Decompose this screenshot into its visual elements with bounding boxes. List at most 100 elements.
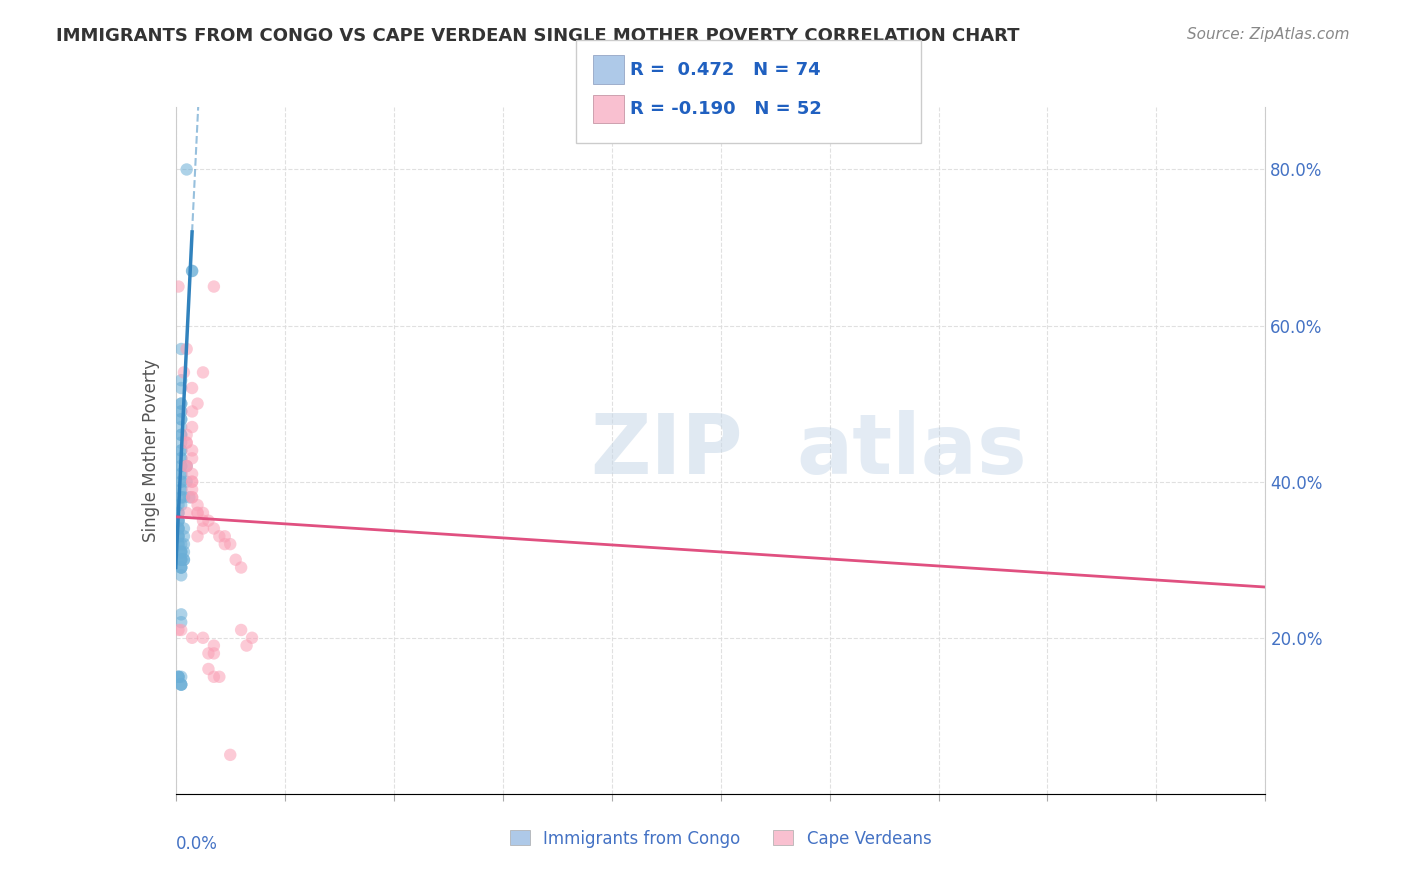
Point [170,458,193,473]
Point [181,483,204,497]
Point [186,506,209,520]
Point [170,427,193,442]
Point [170,342,193,356]
Point [176,458,198,473]
Point [176,506,198,520]
Point [173,552,195,567]
Point [170,373,193,387]
Point [170,615,193,630]
Point [170,678,193,692]
Point [176,458,198,473]
Point [225,552,247,567]
Point [170,412,193,426]
Legend: Immigrants from Congo, Cape Verdeans: Immigrants from Congo, Cape Verdeans [503,823,938,855]
Point [170,670,193,684]
Point [197,646,219,660]
Point [208,670,231,684]
Point [181,467,204,481]
Point [173,366,195,380]
Text: IMMIGRANTS FROM CONGO VS CAPE VERDEAN SINGLE MOTHER POVERTY CORRELATION CHART: IMMIGRANTS FROM CONGO VS CAPE VERDEAN SI… [56,27,1019,45]
Point [181,404,204,418]
Point [170,552,193,567]
Point [173,529,195,543]
Point [170,607,193,622]
Point [170,443,193,458]
Point [191,521,214,535]
Point [231,560,253,574]
Point [167,670,190,684]
Point [202,639,225,653]
Point [167,514,190,528]
Point [181,451,204,466]
Point [176,475,198,489]
Point [170,458,193,473]
Point [173,490,195,504]
Text: 0.0%: 0.0% [176,835,218,853]
Point [176,162,198,177]
Text: R =  0.472   N = 74: R = 0.472 N = 74 [630,61,821,78]
Point [173,537,195,551]
Point [181,475,204,489]
Point [170,475,193,489]
Point [191,506,214,520]
Point [197,514,219,528]
Point [170,545,193,559]
Point [181,420,204,434]
Point [181,264,204,278]
Point [181,475,204,489]
Point [167,279,190,293]
Point [170,404,193,418]
Point [202,521,225,535]
Point [202,646,225,660]
Point [170,467,193,481]
Point [167,670,190,684]
Point [173,545,195,559]
Point [170,404,193,418]
Text: R = -0.190   N = 52: R = -0.190 N = 52 [630,100,821,118]
Point [235,639,257,653]
Point [170,443,193,458]
Point [170,678,193,692]
Point [181,443,204,458]
Point [202,670,225,684]
Point [181,381,204,395]
Point [170,483,193,497]
Point [208,529,231,543]
Point [170,560,193,574]
Point [186,498,209,512]
Point [170,396,193,410]
Point [167,521,190,535]
Point [170,451,193,466]
Point [186,396,209,410]
Point [170,552,193,567]
Point [167,498,190,512]
Point [167,514,190,528]
Point [181,490,204,504]
Point [170,490,193,504]
Point [170,623,193,637]
Point [167,537,190,551]
Point [170,467,193,481]
Point [167,506,190,520]
Point [170,412,193,426]
Point [176,458,198,473]
Text: atlas: atlas [797,410,1028,491]
Point [240,631,263,645]
Point [170,545,193,559]
Point [214,537,236,551]
Point [170,537,193,551]
Point [170,420,193,434]
Point [170,483,193,497]
Point [170,498,193,512]
Point [173,552,195,567]
Point [191,366,214,380]
Point [170,396,193,410]
Point [176,342,198,356]
Point [186,529,209,543]
Point [170,560,193,574]
Point [170,381,193,395]
Y-axis label: Single Mother Poverty: Single Mother Poverty [142,359,160,542]
Point [170,435,193,450]
Point [170,475,193,489]
Point [176,427,198,442]
